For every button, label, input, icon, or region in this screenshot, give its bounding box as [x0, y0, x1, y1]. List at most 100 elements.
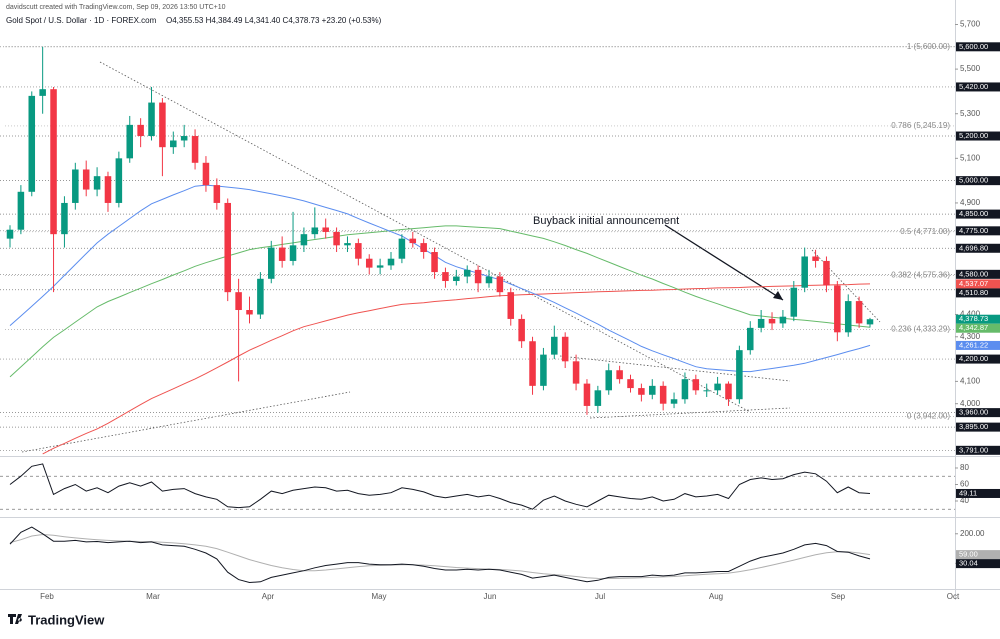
value-box-label: 5,600.00 [959, 42, 988, 51]
value-box [956, 354, 1000, 364]
candle-body [104, 176, 112, 203]
candle-body [213, 185, 221, 203]
fib-label: 0 (3,942.00) [907, 412, 950, 421]
value-box [956, 243, 1000, 253]
candle-body [638, 388, 645, 395]
value-box [956, 82, 1000, 92]
candle-body [202, 162, 210, 186]
candle-body [736, 350, 743, 400]
value-box [956, 314, 1000, 324]
y-tick-label: 4,100 [960, 377, 981, 386]
candle-body [703, 390, 710, 392]
candle-body [834, 285, 841, 333]
candle-body [670, 399, 678, 404]
value-box-label: 4,200.00 [959, 354, 988, 363]
candle-body [485, 276, 493, 284]
value-box-label: 4,696.80 [959, 243, 988, 252]
value-box-label: 4,537.07 [959, 279, 988, 288]
candle-body [779, 316, 787, 324]
candle-body [812, 256, 819, 261]
candle-body [790, 287, 798, 317]
value-box [956, 550, 1000, 560]
candle-body [268, 247, 275, 279]
candle-body [496, 276, 504, 293]
value-box [956, 131, 1000, 141]
candle-body [17, 191, 25, 230]
fib-label: 0.236 (4,333.29) [891, 324, 950, 333]
trendlines [21, 61, 881, 453]
candle-body [191, 136, 199, 163]
candle-body [463, 269, 471, 277]
candle-body [278, 247, 286, 261]
candle-body [801, 256, 808, 288]
candle-body [551, 336, 558, 355]
fib-label: 0.786 (5,245.19) [891, 121, 950, 130]
pane: 1 (5,600.00) 0.786 (5,245.19) 0.5 (4,771.0… [0, 42, 955, 455]
candle-body [409, 238, 417, 244]
candle-body [453, 276, 460, 282]
candle-body [583, 383, 591, 406]
indicator-line [9, 184, 871, 373]
candle-body [681, 379, 689, 400]
candle-body [594, 390, 602, 406]
candle-body [180, 136, 188, 141]
pane [0, 463, 955, 510]
indicator-line [9, 225, 871, 378]
value-box-label: 4,850.00 [959, 209, 988, 218]
candle-body [649, 385, 656, 395]
candle-body [746, 327, 754, 351]
candle-body [333, 231, 340, 246]
candle-body [322, 227, 329, 232]
value-box-label: 4,775.00 [959, 226, 988, 235]
value-box [956, 269, 1000, 279]
candle-body [61, 202, 68, 235]
candle-body [474, 269, 482, 284]
candle-body [442, 272, 449, 282]
candle-body [757, 318, 765, 328]
candle-body [518, 318, 525, 342]
candle-body [289, 245, 297, 261]
x-tick-label: Jul [595, 592, 605, 601]
candle-body [93, 176, 101, 190]
indicator-line [9, 533, 871, 580]
value-box-label: 49.11 [959, 488, 977, 497]
ohlc: O4,355.53 H4,384.49 L4,341.40 C4,378.73 … [166, 16, 382, 25]
candle-body [137, 124, 144, 137]
candle-body [387, 258, 395, 266]
annotation-arrow [664, 224, 784, 301]
candle-body [344, 243, 351, 246]
value-box-label: 4,510.80 [959, 288, 988, 297]
candle-body [235, 292, 242, 311]
value-box [956, 209, 1000, 219]
candle-body [50, 89, 57, 235]
candle-body [616, 370, 623, 380]
x-tick-label: Mar [146, 592, 160, 601]
indicator-line [42, 283, 871, 455]
candle-body [170, 140, 177, 148]
candle-body [39, 89, 46, 96]
candle-body [823, 260, 830, 286]
candle-body [6, 229, 14, 239]
candle-body [72, 169, 79, 203]
value-box-label: 3,960.00 [959, 408, 988, 417]
y-tick-label: 5,500 [960, 64, 981, 73]
fib-label: 0.382 (4,575.36) [891, 270, 950, 279]
candle-body [659, 385, 667, 404]
candle-body [844, 301, 852, 333]
value-box-label: 5,200.00 [959, 131, 988, 140]
value-box [956, 279, 1000, 289]
trendline [99, 61, 751, 413]
y-tick-label: 4,000 [960, 399, 981, 408]
candle-body [355, 243, 362, 259]
candle-body [431, 252, 438, 273]
candle-body [768, 318, 776, 324]
x-tick-label: May [371, 592, 386, 601]
y-tick-label: 4,900 [960, 198, 981, 207]
value-box [956, 340, 1000, 350]
candle-body [300, 234, 308, 246]
value-box [956, 408, 1000, 418]
candle-body [714, 383, 721, 391]
